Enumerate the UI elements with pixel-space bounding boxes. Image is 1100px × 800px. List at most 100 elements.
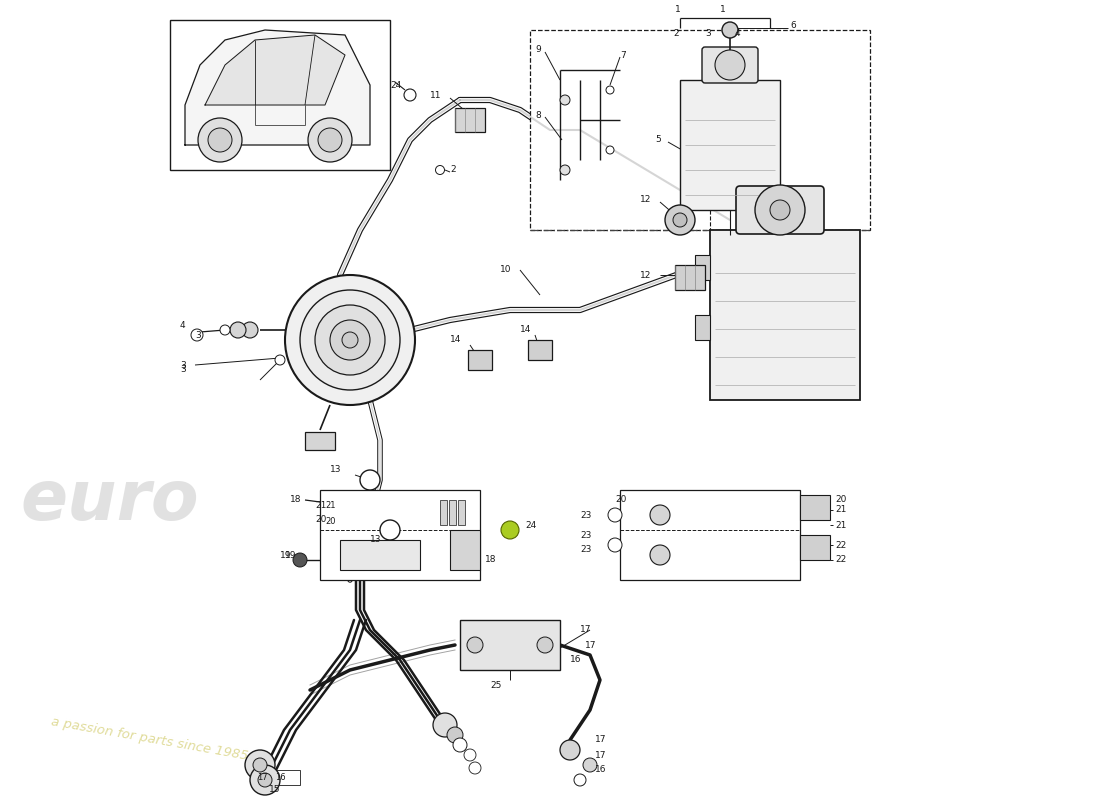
Bar <box>255 770 300 785</box>
Text: 16: 16 <box>570 655 582 665</box>
Text: 3: 3 <box>195 330 200 339</box>
Text: 1: 1 <box>720 6 726 14</box>
Text: 3: 3 <box>180 366 186 374</box>
Bar <box>800 495 830 520</box>
Circle shape <box>191 329 204 341</box>
Circle shape <box>315 305 385 375</box>
Polygon shape <box>185 30 370 145</box>
Circle shape <box>583 758 597 772</box>
Text: 2: 2 <box>673 29 679 38</box>
Circle shape <box>469 762 481 774</box>
Circle shape <box>404 89 416 101</box>
Text: 23: 23 <box>580 530 592 539</box>
Text: 16: 16 <box>595 766 606 774</box>
Circle shape <box>330 320 370 360</box>
Circle shape <box>198 118 242 162</box>
Bar <box>449 500 456 525</box>
Bar <box>620 490 800 580</box>
Bar <box>530 30 870 230</box>
Circle shape <box>300 290 400 390</box>
Text: 11: 11 <box>430 90 441 99</box>
Circle shape <box>464 749 476 761</box>
Circle shape <box>360 470 379 490</box>
Text: 20: 20 <box>835 495 846 505</box>
Text: 20: 20 <box>615 495 626 505</box>
Circle shape <box>285 275 415 405</box>
Circle shape <box>606 146 614 154</box>
Text: 18: 18 <box>290 495 301 505</box>
Text: 24: 24 <box>525 521 537 530</box>
Bar <box>800 535 830 560</box>
Circle shape <box>433 713 456 737</box>
Bar <box>710 230 860 400</box>
Circle shape <box>650 545 670 565</box>
Circle shape <box>560 740 580 760</box>
Text: 18: 18 <box>485 555 496 565</box>
Bar <box>528 340 552 360</box>
Circle shape <box>447 727 463 743</box>
Text: 3: 3 <box>180 361 186 370</box>
Circle shape <box>537 637 553 653</box>
Text: 17: 17 <box>595 735 606 745</box>
Text: 4: 4 <box>735 29 740 38</box>
Text: 22: 22 <box>835 541 846 550</box>
Bar <box>320 490 480 580</box>
Circle shape <box>722 22 738 38</box>
Circle shape <box>342 332 358 348</box>
Circle shape <box>293 553 307 567</box>
Bar <box>340 540 420 570</box>
Text: 23: 23 <box>580 510 592 519</box>
Text: a passion for parts since 1985: a passion for parts since 1985 <box>50 715 249 763</box>
Bar <box>695 255 710 280</box>
Text: 21: 21 <box>835 521 846 530</box>
Text: 6: 6 <box>790 21 795 30</box>
Text: 7: 7 <box>620 50 626 59</box>
Circle shape <box>250 765 280 795</box>
Bar <box>680 80 780 210</box>
Circle shape <box>453 738 468 752</box>
Text: 14: 14 <box>450 335 461 345</box>
Bar <box>675 265 705 290</box>
Circle shape <box>755 185 805 235</box>
Text: 15: 15 <box>270 786 280 794</box>
Text: 12: 12 <box>640 270 651 279</box>
FancyBboxPatch shape <box>702 47 758 83</box>
Bar <box>695 315 710 340</box>
Bar <box>450 530 480 570</box>
Text: 16: 16 <box>275 774 286 782</box>
Circle shape <box>574 774 586 786</box>
Text: 17: 17 <box>585 641 596 650</box>
Circle shape <box>500 521 519 539</box>
Circle shape <box>650 505 670 525</box>
Circle shape <box>258 773 272 787</box>
Text: 17: 17 <box>257 774 267 782</box>
Text: 9: 9 <box>535 46 541 54</box>
Text: 10: 10 <box>500 266 512 274</box>
Text: euro: euro <box>20 467 199 534</box>
Text: 20: 20 <box>315 515 327 525</box>
Circle shape <box>242 322 258 338</box>
Circle shape <box>770 200 790 220</box>
FancyBboxPatch shape <box>736 186 824 234</box>
Text: 17: 17 <box>595 750 606 759</box>
Text: 13: 13 <box>370 535 382 545</box>
Circle shape <box>379 520 400 540</box>
Bar <box>458 500 465 525</box>
Text: 13: 13 <box>330 466 341 474</box>
Bar <box>455 108 485 132</box>
Text: 24: 24 <box>390 81 402 90</box>
Text: 12: 12 <box>640 195 651 205</box>
Circle shape <box>208 128 232 152</box>
Circle shape <box>673 213 688 227</box>
Text: 4: 4 <box>180 321 186 330</box>
Bar <box>305 432 336 450</box>
Circle shape <box>253 758 267 772</box>
Circle shape <box>436 166 444 174</box>
Circle shape <box>318 128 342 152</box>
Text: 1: 1 <box>675 6 681 14</box>
Circle shape <box>666 205 695 235</box>
Text: 22: 22 <box>835 555 846 565</box>
Text: 14: 14 <box>520 326 531 334</box>
Circle shape <box>608 538 622 552</box>
Circle shape <box>560 95 570 105</box>
